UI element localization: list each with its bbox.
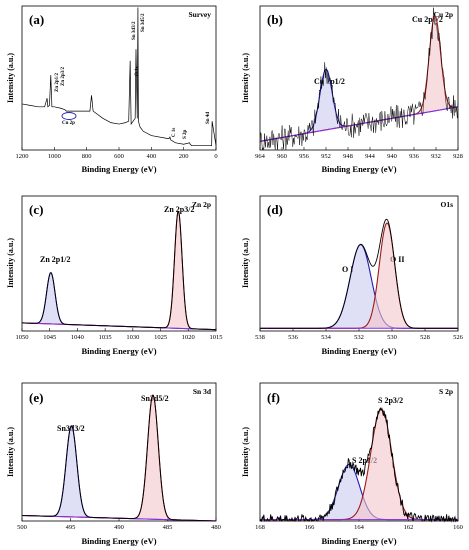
ann-s2p: S 2p xyxy=(183,129,188,139)
ann-d-oii: O II xyxy=(390,255,404,264)
x-tick-label: 162 xyxy=(404,524,414,531)
x-tick-label: 490 xyxy=(114,524,124,531)
panel-b-frame xyxy=(259,5,459,151)
ann-c-zn2p12: Zn 2p1/2 xyxy=(40,255,70,264)
ann-zn2p12: Zn 2p1/2 xyxy=(55,72,60,92)
ann-sn4d: Sn 4d xyxy=(206,112,211,124)
raw-spectrum-line xyxy=(259,407,458,523)
ann-cu2p: Cu 2p xyxy=(62,121,75,126)
x-tick-label: 940 xyxy=(387,153,397,160)
x-tick-label: 532 xyxy=(354,334,364,341)
panel-a-xlabel: Binding Energy (eV) xyxy=(81,164,156,174)
x-tick-label: 800 xyxy=(82,153,92,160)
ann-f-s2p12: S 2p1/2 xyxy=(352,456,377,465)
x-tick-label: 166 xyxy=(305,524,316,531)
ann-d-oi: O I xyxy=(342,265,353,274)
x-tick-label: 1200 xyxy=(16,153,29,160)
panel-b-ylabel: Intensity (a.u.) xyxy=(241,53,250,103)
panel-c-xlabel: Binding Energy (eV) xyxy=(81,346,156,356)
x-tick-label: 164 xyxy=(354,524,365,531)
x-tick-label: 1030 xyxy=(126,334,139,341)
panel-c-title: Zn 2p xyxy=(192,200,211,209)
ann-zn2p32: Zn 2p3/2 xyxy=(61,66,66,86)
ann-sn3d32: Sn 3d3/2 xyxy=(132,21,137,40)
x-tick-label: 956 xyxy=(299,153,310,160)
ann-b-cu2p32: Cu 2p3/2 xyxy=(412,15,443,24)
panel-a-cu2p-ellipse xyxy=(61,112,77,120)
x-tick-label: 485 xyxy=(163,524,173,531)
survey-spectrum-line xyxy=(21,7,217,147)
ann-e-sn3d52: Sn3d5/2 xyxy=(141,394,169,403)
raw-spectrum-line xyxy=(21,394,217,522)
panel-label-a: (a) xyxy=(29,12,44,27)
panel-b-title: Cu 2p xyxy=(434,10,453,19)
plot-layer: 1200 1000 800 600 400 200 0 964 960 956 952 948 944 9… xyxy=(16,7,464,531)
x-tick-label: 1035 xyxy=(99,334,112,341)
x-tick-label: 400 xyxy=(146,153,156,160)
x-tick-label: 168 xyxy=(255,524,265,531)
x-tick-label: 1000 xyxy=(48,153,61,160)
x-tick-label: 932 xyxy=(431,153,441,160)
ann-sn3d52: Sn 3d5/2 xyxy=(141,13,146,32)
panel-b-xlabel: Binding Energy (eV) xyxy=(321,164,396,174)
ann-c1s: C 1s xyxy=(172,128,177,137)
x-tick-label: 1020 xyxy=(182,334,195,341)
x-tick-label: 964 xyxy=(255,153,266,160)
panel-a-title: Survey xyxy=(189,10,212,19)
raw-spectrum-line xyxy=(259,7,459,151)
panel-c-ylabel: Intensity (a.u.) xyxy=(6,238,15,288)
panel-c-frame xyxy=(21,195,217,332)
x-tick-label: 1025 xyxy=(154,334,167,341)
x-tick-label: 1015 xyxy=(210,334,223,341)
x-tick-label: 538 xyxy=(255,334,265,341)
panel-label-f: (f) xyxy=(267,390,280,405)
x-tick-label: 200 xyxy=(179,153,189,160)
ann-f-s2p32: S 2p3/2 xyxy=(378,396,403,405)
x-tick-label: 952 xyxy=(321,153,331,160)
x-tick-label: 160 xyxy=(453,524,463,531)
x-tick-label: 600 xyxy=(114,153,124,160)
panel-e-xlabel: Binding Energy (eV) xyxy=(81,536,156,546)
x-tick-label: 960 xyxy=(277,153,287,160)
x-tick-label: 530 xyxy=(387,334,397,341)
peak-fill xyxy=(260,244,458,329)
x-tick-label: 528 xyxy=(420,334,430,341)
panel-f-ylabel: Intensity (a.u.) xyxy=(241,427,250,477)
x-tick-label: 534 xyxy=(321,334,332,341)
panel-d-ylabel: Intensity (a.u.) xyxy=(241,238,250,288)
x-tick-label: 536 xyxy=(288,334,299,341)
panel-f-title: S 2p xyxy=(439,387,453,396)
panel-label-d: (d) xyxy=(267,202,283,217)
panel-label-e: (e) xyxy=(29,390,43,405)
x-tick-label: 928 xyxy=(453,153,463,160)
x-tick-label: 1050 xyxy=(16,334,29,341)
peak-fill xyxy=(22,425,216,521)
panel-d-title: O1s xyxy=(440,200,453,209)
x-tick-label: 1040 xyxy=(71,334,84,341)
x-tick-label: 500 xyxy=(17,524,27,531)
raw-spectrum-line xyxy=(21,210,217,331)
panel-e-title: Sn 3d xyxy=(193,387,212,396)
raw-spectrum-line xyxy=(260,218,458,329)
panel-a-ylabel: Intensity (a.u.) xyxy=(6,53,15,103)
panel-f-xlabel: Binding Energy (eV) xyxy=(321,536,396,546)
x-tick-label: 944 xyxy=(365,153,376,160)
ann-c-zn2p32: Zn 2p3/2 xyxy=(164,205,194,214)
x-tick-label: 1045 xyxy=(43,334,56,341)
x-tick-label: 526 xyxy=(453,334,464,341)
panel-d-xlabel: Binding Energy (eV) xyxy=(321,346,396,356)
x-tick-label: 495 xyxy=(66,524,76,531)
panel-label-b: (b) xyxy=(267,12,283,27)
background-line xyxy=(259,106,459,142)
x-tick-label: 948 xyxy=(343,153,353,160)
x-tick-label: 480 xyxy=(211,524,221,531)
x-tick-label: 0 xyxy=(214,153,217,160)
x-tick-label: 936 xyxy=(409,153,420,160)
panel-e-ylabel: Intensity (a.u.) xyxy=(6,427,15,477)
peak-fill xyxy=(260,464,458,520)
panel-label-c: (c) xyxy=(29,202,43,217)
peak-fill xyxy=(22,211,216,330)
